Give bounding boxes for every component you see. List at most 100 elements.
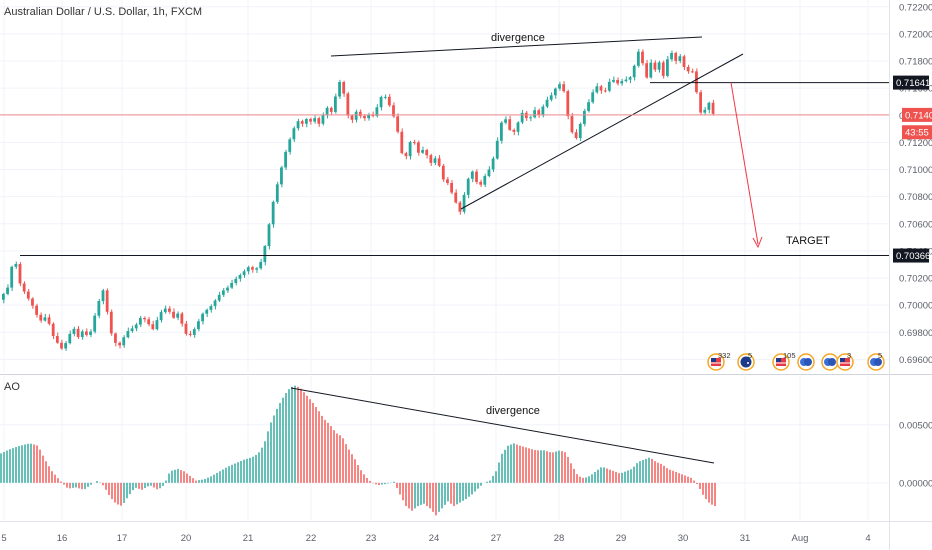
- candle: [126, 331, 130, 338]
- candle: [682, 56, 686, 68]
- candle: [155, 320, 159, 330]
- candle: [670, 52, 673, 60]
- candle: [425, 149, 429, 156]
- candle: [334, 96, 337, 112]
- candle: [255, 268, 258, 270]
- candle: [553, 88, 557, 96]
- candle: [441, 165, 445, 180]
- candle: [653, 62, 657, 70]
- candle: [226, 287, 229, 291]
- candle: [678, 56, 682, 61]
- candle: [417, 142, 420, 153]
- time-axis: 5 16 17 20 21 22 23 24 27 28 29 30 31 Aug 4: [1, 533, 870, 544]
- candle: [47, 317, 51, 324]
- event-marker[interactable]: [797, 353, 815, 371]
- candle: [504, 119, 507, 123]
- candle: [616, 79, 619, 84]
- grid-lines: [0, 0, 889, 520]
- candle: [470, 171, 474, 179]
- candle: [657, 62, 661, 70]
- price-tag-label: 0.71641: [896, 78, 930, 89]
- event-marker[interactable]: 5: [737, 351, 755, 371]
- candle: [238, 275, 242, 279]
- candle: [516, 122, 520, 132]
- time-tick-label: Aug: [792, 533, 809, 544]
- candle: [346, 93, 350, 116]
- candle: [578, 123, 582, 139]
- candle: [703, 109, 707, 113]
- candle: [524, 112, 528, 119]
- candle: [574, 132, 578, 139]
- price-axis: 0.722000.720000.718000.716000.714000.712…: [899, 2, 932, 366]
- time-tick-label: 21: [243, 533, 254, 544]
- candle: [354, 111, 358, 120]
- candle: [479, 181, 483, 185]
- candle: [400, 131, 404, 154]
- candle: [85, 331, 88, 335]
- candle: [147, 319, 151, 325]
- candle: [508, 119, 512, 130]
- event-markers: 332 5 105 3 5: [707, 351, 885, 371]
- time-tick-label: 5: [1, 533, 6, 544]
- chart-title: Australian Dollar / U.S. Dollar, 1h, FXC…: [4, 6, 203, 18]
- candle: [383, 96, 387, 98]
- price-tag-label: 43:55: [905, 128, 929, 139]
- candle: [529, 117, 532, 119]
- ao-axis: 0.00500 0.00000: [899, 420, 932, 489]
- candle: [371, 114, 375, 117]
- candle: [168, 308, 171, 312]
- candle: [711, 102, 715, 114]
- candle: [583, 110, 586, 124]
- candle: [612, 79, 615, 82]
- candle: [43, 317, 47, 321]
- candle: [454, 192, 458, 203]
- event-count: 5: [748, 351, 752, 360]
- candle: [520, 112, 524, 123]
- candle: [338, 82, 341, 97]
- candle: [122, 337, 126, 346]
- event-marker[interactable]: 332: [707, 351, 731, 371]
- time-tick-label: 28: [554, 533, 565, 544]
- candle: [271, 201, 275, 225]
- candle: [217, 294, 221, 301]
- candle: [358, 111, 362, 117]
- candle: [325, 107, 329, 116]
- candle: [533, 110, 536, 118]
- candle: [76, 328, 80, 338]
- candle: [64, 343, 68, 349]
- candle: [275, 184, 279, 202]
- candle: [205, 309, 209, 314]
- candle: [458, 202, 462, 212]
- event-marker[interactable]: [821, 353, 839, 371]
- candle: [545, 99, 549, 107]
- candle: [695, 71, 698, 93]
- candle: [284, 151, 287, 168]
- event-marker[interactable]: 3: [836, 351, 854, 371]
- candle: [60, 342, 63, 349]
- candle: [176, 313, 180, 318]
- flag-canton: [776, 358, 781, 362]
- price-divergence-label: divergence: [491, 32, 545, 44]
- candle: [558, 84, 561, 89]
- candle: [541, 106, 545, 115]
- candle: [188, 333, 192, 335]
- globe-icon-second: [874, 358, 882, 366]
- candle: [500, 122, 503, 141]
- price-tick-label: 0.70600: [899, 219, 932, 230]
- event-marker[interactable]: 5: [867, 351, 885, 371]
- candle: [267, 224, 271, 247]
- price-tag: [902, 107, 932, 122]
- candle: [246, 267, 250, 272]
- candle: [450, 183, 453, 193]
- event-marker[interactable]: 105: [772, 351, 796, 371]
- time-tick-label: 16: [57, 533, 68, 544]
- ao-indicator-label: AO: [4, 381, 20, 393]
- candle: [421, 149, 424, 153]
- candle: [213, 300, 217, 307]
- candle: [566, 91, 570, 117]
- candle: [491, 158, 495, 170]
- candle: [375, 107, 379, 117]
- candle: [10, 266, 14, 288]
- time-tick-label: 31: [740, 533, 751, 544]
